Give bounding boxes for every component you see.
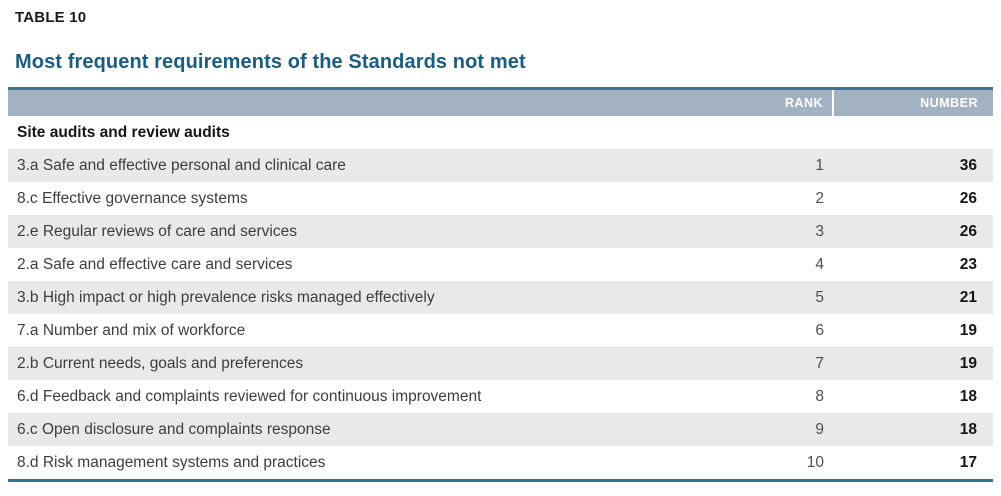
number-cell: 26 <box>833 215 993 248</box>
number-cell: 18 <box>833 413 993 446</box>
requirement-cell: 7.a Number and mix of workforce <box>8 314 715 347</box>
requirement-cell: 2.e Regular reviews of care and services <box>8 215 715 248</box>
rank-cell: 7 <box>715 347 833 380</box>
requirement-cell: 8.c Effective governance systems <box>8 182 715 215</box>
requirement-cell: 2.b Current needs, goals and preferences <box>8 347 715 380</box>
table-row: 2.e Regular reviews of care and services… <box>8 215 993 248</box>
number-cell: 19 <box>833 347 993 380</box>
rank-cell: 5 <box>715 281 833 314</box>
rank-cell: 9 <box>715 413 833 446</box>
header-row: RANK NUMBER <box>8 88 993 116</box>
number-cell: 36 <box>833 149 993 182</box>
rank-cell: 4 <box>715 248 833 281</box>
number-cell: 17 <box>833 446 993 481</box>
number-cell: 23 <box>833 248 993 281</box>
table-title: Most frequent requirements of the Standa… <box>15 51 526 73</box>
table-row: 8.c Effective governance systems 2 26 <box>8 182 993 215</box>
table-row: 8.d Risk management systems and practice… <box>8 446 993 481</box>
requirement-column-header <box>8 88 715 116</box>
table-row: 3.a Safe and effective personal and clin… <box>8 149 993 182</box>
number-cell: 19 <box>833 314 993 347</box>
number-cell: 21 <box>833 281 993 314</box>
requirement-cell: 6.d Feedback and complaints reviewed for… <box>8 380 715 413</box>
requirement-cell: 3.b High impact or high prevalence risks… <box>8 281 715 314</box>
rank-cell: 6 <box>715 314 833 347</box>
number-cell: 26 <box>833 182 993 215</box>
table-row: 7.a Number and mix of workforce 6 19 <box>8 314 993 347</box>
requirement-cell: 8.d Risk management systems and practice… <box>8 446 715 481</box>
section-title: Site audits and review audits <box>8 116 993 149</box>
table-label: TABLE 10 <box>15 9 87 26</box>
standards-not-met-table: RANK NUMBER Site audits and review audit… <box>8 87 993 482</box>
rank-cell: 10 <box>715 446 833 481</box>
table-row: 6.c Open disclosure and complaints respo… <box>8 413 993 446</box>
rank-cell: 2 <box>715 182 833 215</box>
requirement-cell: 2.a Safe and effective care and services <box>8 248 715 281</box>
table-row: 2.b Current needs, goals and preferences… <box>8 347 993 380</box>
rank-cell: 1 <box>715 149 833 182</box>
number-cell: 18 <box>833 380 993 413</box>
table-row: 6.d Feedback and complaints reviewed for… <box>8 380 993 413</box>
requirement-cell: 3.a Safe and effective personal and clin… <box>8 149 715 182</box>
number-column-header: NUMBER <box>832 88 993 116</box>
table-row: 3.b High impact or high prevalence risks… <box>8 281 993 314</box>
rank-cell: 8 <box>715 380 833 413</box>
table-body: Site audits and review audits 3.a Safe a… <box>8 116 993 481</box>
section-row: Site audits and review audits <box>8 116 993 149</box>
rank-cell: 3 <box>715 215 833 248</box>
requirement-cell: 6.c Open disclosure and complaints respo… <box>8 413 715 446</box>
rank-column-header: RANK <box>715 88 833 116</box>
table-row: 2.a Safe and effective care and services… <box>8 248 993 281</box>
